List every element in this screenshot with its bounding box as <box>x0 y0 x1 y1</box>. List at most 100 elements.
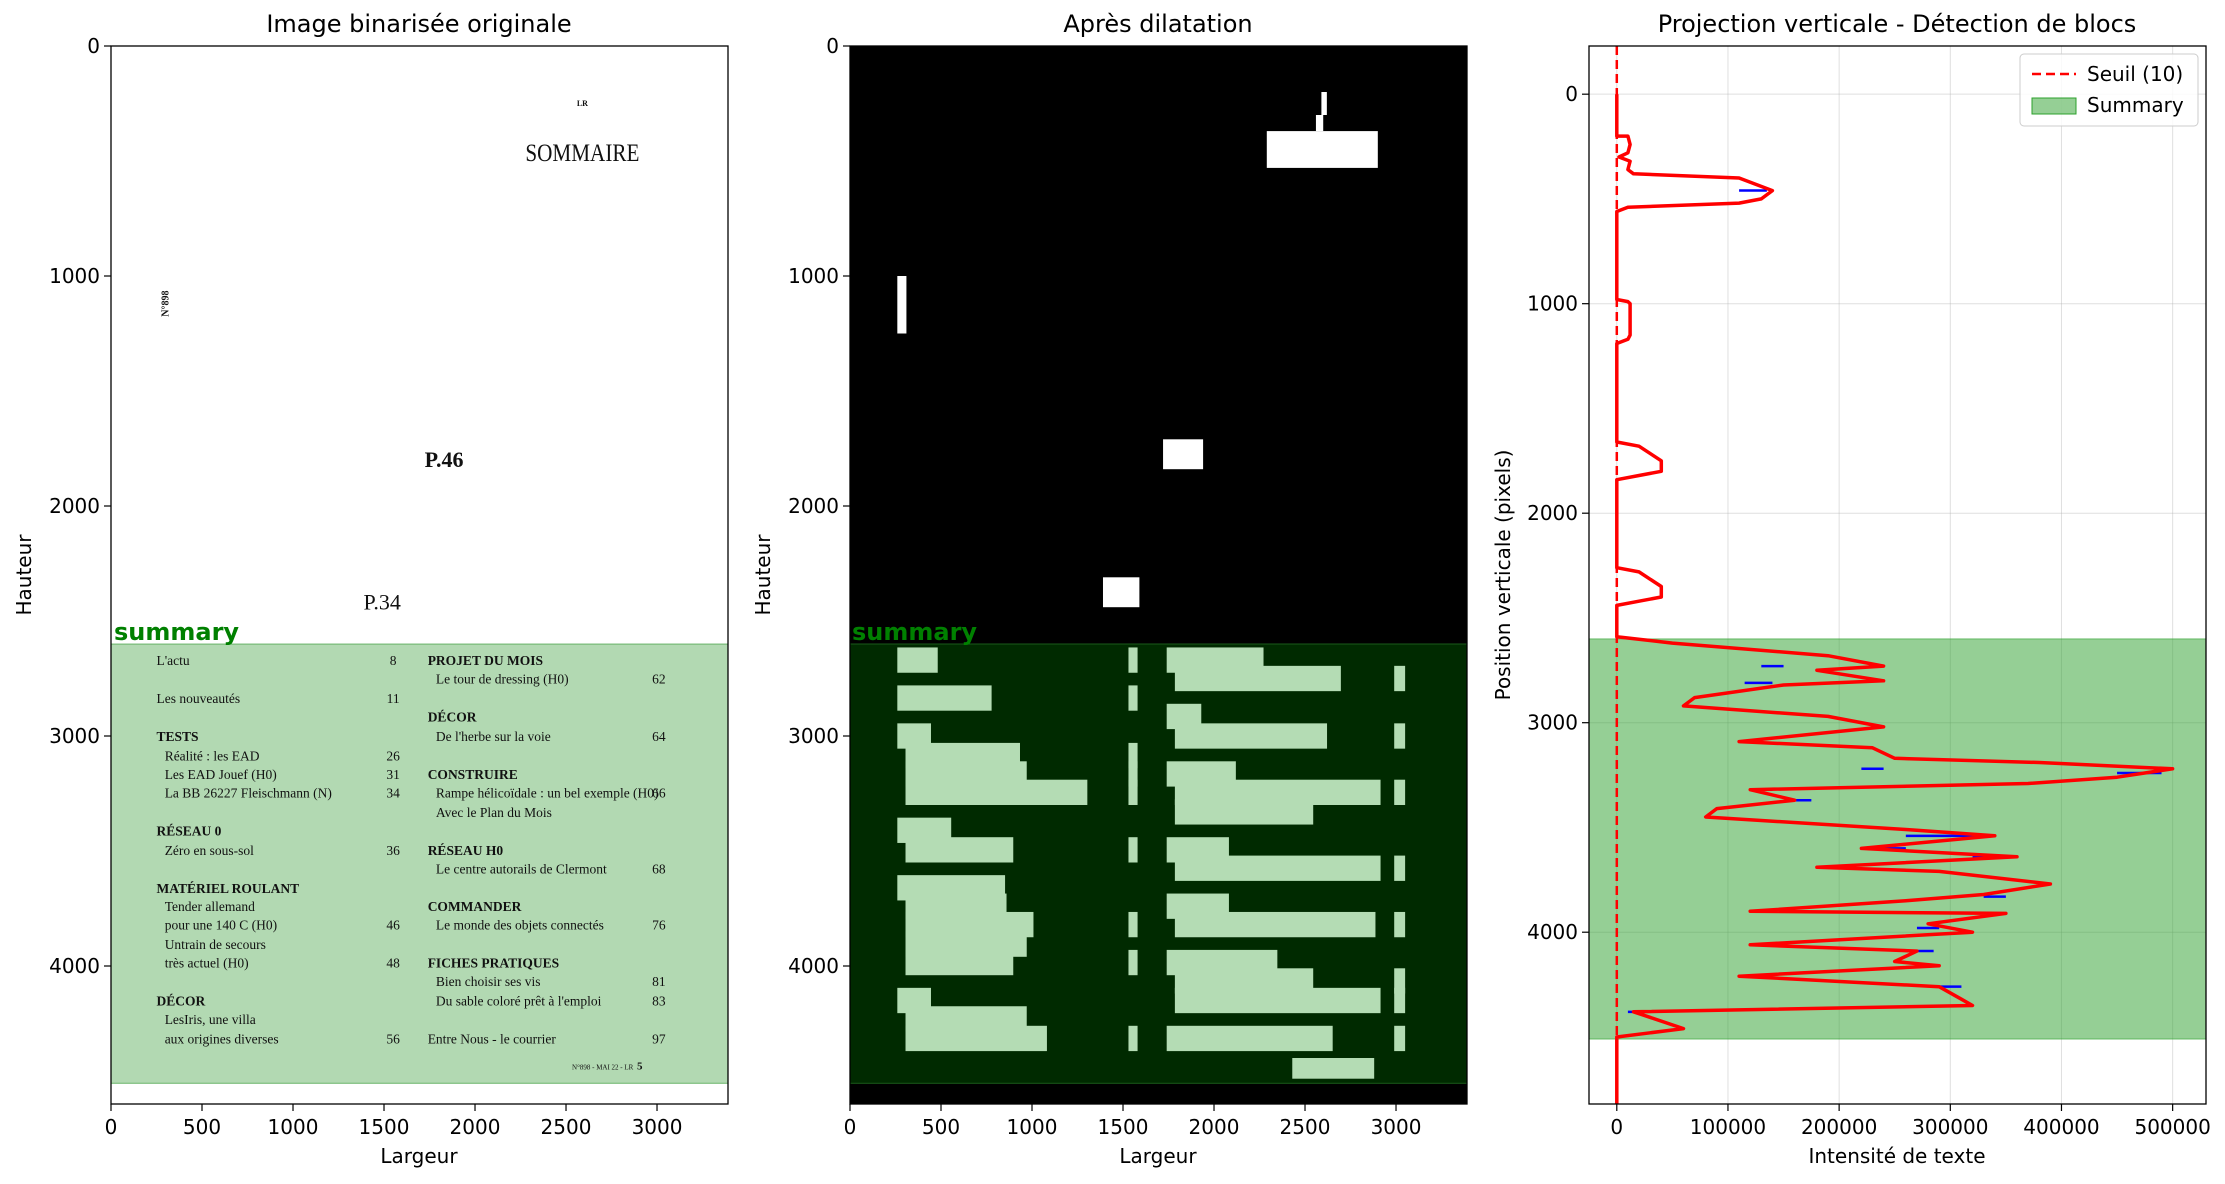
toc-page-number: 8 <box>390 653 397 668</box>
toc-page-number: 26 <box>386 749 400 764</box>
x-tick-label: 500000 <box>2134 1115 2210 1139</box>
toc-entry: Avec le Plan du Mois <box>436 805 552 820</box>
toc-entry: PROJET DU MOIS <box>428 653 543 668</box>
dilated-block <box>1266 131 1378 168</box>
dilated-block <box>1174 987 1381 1014</box>
x-tick-label: 2500 <box>1280 1115 1331 1139</box>
panel2-axes: 0 500 1000 1500 2000 2500 3000 0 1000 2000 3000 400… <box>788 34 1421 1139</box>
page-footer-number: 5 <box>637 1061 643 1073</box>
toc-entry: DÉCOR <box>157 994 206 1009</box>
toc-entry: LesIris, une villa <box>165 1012 256 1027</box>
dilated-block <box>1321 92 1327 115</box>
panel3-legend: Seuil (10) Summary <box>2019 53 2199 127</box>
x-tick-label: 1000 <box>268 1115 319 1139</box>
toc-page-number: 56 <box>386 1031 400 1046</box>
toc-entry: aux origines diverses <box>165 1031 279 1046</box>
toc-entry: Les EAD Jouef (H0) <box>165 767 277 782</box>
y-tick-label: 2000 <box>788 494 839 518</box>
toc-entry: Bien choisir ses vis <box>436 974 541 989</box>
y-tick-label: 4000 <box>1527 920 1578 944</box>
toc-entry: COMMANDER <box>428 899 522 914</box>
x-tick-label: 0 <box>1610 1115 1623 1139</box>
summary-region <box>110 643 729 1084</box>
toc-entry: pour une 140 C (H0) <box>165 918 277 933</box>
toc-page-number: 46 <box>386 918 400 933</box>
x-tick-label: 2000 <box>450 1115 501 1139</box>
dilated-block <box>897 276 907 334</box>
toc-entry: Tender allemand <box>165 899 255 914</box>
page-header-small: LR <box>577 99 588 108</box>
x-tick-label: 3000 <box>1371 1115 1422 1139</box>
summary-band <box>1588 638 2207 1040</box>
dilated-block <box>1394 911 1406 938</box>
x-tick-label: 0 <box>844 1115 857 1139</box>
y-tick-label: 3000 <box>49 724 100 748</box>
y-tick-label: 1000 <box>1527 292 1578 316</box>
toc-entry: MATÉRIEL ROULANT <box>157 881 300 896</box>
panel3-summary-band <box>1588 638 2207 1040</box>
dilated-block <box>905 949 1014 976</box>
page-issue-vertical: N°898 <box>161 290 172 316</box>
toc-page-number: 11 <box>387 691 400 706</box>
legend-summary-label: Summary <box>2087 93 2184 117</box>
x-tick-label: 2000 <box>1189 1115 1240 1139</box>
dilated-block <box>1394 968 1406 994</box>
panel2-dilated-blocks: summary <box>849 92 1468 1084</box>
panel1-page-content: summary LR SOMMAIRE N°898 P.46 P.34 N°898 - MA… <box>110 99 729 1084</box>
dilated-block <box>905 837 1014 863</box>
toc-page-number: 62 <box>652 672 666 687</box>
toc-entry: DÉCOR <box>428 709 477 724</box>
page-heading: SOMMAIRE <box>525 140 639 167</box>
panel-dilated: Après dilatation summary 0 500 1000 1500 200… <box>751 10 1468 1168</box>
toc-page-number: 48 <box>386 956 400 971</box>
dilated-block <box>1174 911 1376 938</box>
dilated-block <box>1174 855 1381 881</box>
toc-page-number: 97 <box>652 1031 666 1046</box>
y-tick-label: 1000 <box>788 264 839 288</box>
y-tick-label: 2000 <box>49 494 100 518</box>
y-tick-label: 0 <box>1565 82 1578 106</box>
toc-entry: La BB 26227 Fleischmann (N) <box>165 785 332 800</box>
dilated-block <box>1128 1025 1138 1052</box>
panel1-frame <box>110 45 729 1105</box>
dilated-block <box>1315 115 1324 132</box>
panel2-xlabel: Largeur <box>1119 1144 1197 1168</box>
toc-entry: Du sable coloré prêt à l'emploi <box>436 994 602 1009</box>
panel1-axes: 0 500 1000 1500 2000 2500 3000 0 1000 2000 3000 400… <box>49 34 682 1139</box>
dilated-block <box>1128 837 1138 863</box>
dilated-block <box>1128 911 1138 938</box>
toc-entry: Réalité : les EAD <box>165 749 260 764</box>
toc-page-number: 81 <box>652 974 666 989</box>
toc-page-number: 66 <box>652 785 666 800</box>
panel2-title: Après dilatation <box>1063 10 1252 38</box>
panel1-ylabel: Hauteur <box>12 534 36 616</box>
dilated-block <box>1394 665 1406 692</box>
toc-entry: Rampe hélicoïdale : un bel exemple (H0) <box>436 785 659 800</box>
toc-entry: Le centre autorails de Clermont <box>436 861 607 876</box>
toc-page-number: 34 <box>386 785 400 800</box>
x-tick-label: 1500 <box>1098 1115 1149 1139</box>
toc-entry: très actuel (H0) <box>165 956 249 971</box>
panel2-ylabel: Hauteur <box>751 534 775 616</box>
panel1-title: Image binarisée originale <box>266 10 571 38</box>
toc-entry: Untrain de secours <box>165 937 266 952</box>
toc-page-number: 64 <box>652 729 666 744</box>
dilated-block <box>905 1025 1047 1052</box>
dilated-block <box>897 685 992 711</box>
panel1-xlabel: Largeur <box>380 1144 458 1168</box>
toc-page-number: 31 <box>386 767 400 782</box>
panel3-xlabel: Intensité de texte <box>1808 1144 1985 1168</box>
toc-page-number: 83 <box>652 994 666 1009</box>
dilated-block <box>1128 761 1138 787</box>
page-footer: N°898 - MAI 22 - LR <box>572 1064 634 1072</box>
panel1-image-bg <box>111 46 728 1104</box>
toc-entry: Entre Nous - le courrier <box>428 1031 557 1046</box>
x-tick-label: 1500 <box>359 1115 410 1139</box>
page-ref-p34: P.34 <box>364 590 401 615</box>
toc-entry: L'actu <box>157 653 190 668</box>
dilated-block <box>905 779 1088 805</box>
y-tick-label: 3000 <box>788 724 839 748</box>
dilated-block <box>1102 577 1140 608</box>
toc-page-number: 68 <box>652 861 666 876</box>
